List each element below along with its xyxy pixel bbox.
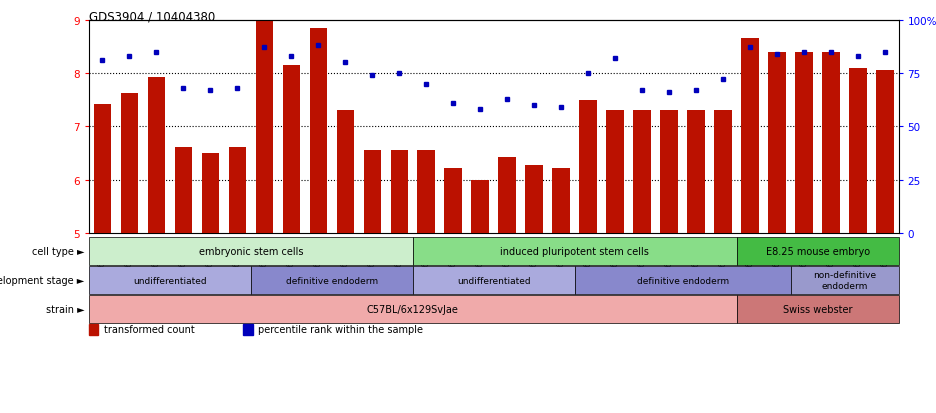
Bar [201,154,219,233]
Text: cell type ►: cell type ► [32,247,84,256]
Bar [687,111,705,233]
Bar [607,111,624,233]
Bar [310,28,327,233]
Text: strain ►: strain ► [46,304,84,314]
Bar [256,21,273,233]
Text: GDS3904 / 10404380: GDS3904 / 10404380 [89,10,215,23]
Text: C57BL/6x129SvJae: C57BL/6x129SvJae [367,304,459,314]
Bar [148,78,165,233]
Bar [714,111,732,233]
Bar [121,94,139,233]
Text: Swiss webster: Swiss webster [782,304,853,314]
Bar [499,158,516,233]
Bar [472,180,489,233]
Bar [363,151,381,233]
Bar [445,169,462,233]
Bar [823,52,840,233]
Text: non-definitive
endoderm: non-definitive endoderm [813,271,876,290]
Text: undifferentiated: undifferentiated [457,276,531,285]
Bar [768,52,786,233]
Text: induced pluripotent stem cells: induced pluripotent stem cells [500,247,650,256]
Bar [94,104,111,233]
Text: development stage ►: development stage ► [0,275,84,285]
Bar [417,151,435,233]
Bar [876,71,894,233]
Bar [525,166,543,233]
Bar [849,69,867,233]
Text: embryonic stem cells: embryonic stem cells [198,247,303,256]
Text: undifferentiated: undifferentiated [133,276,207,285]
Bar [741,39,759,233]
Bar [634,111,651,233]
Bar [283,66,300,233]
Text: percentile rank within the sample: percentile rank within the sample [258,325,423,335]
Text: definitive endoderm: definitive endoderm [285,276,378,285]
Bar [552,169,570,233]
Bar [228,147,246,233]
Text: transformed count: transformed count [104,325,195,335]
Bar [796,52,812,233]
Bar [579,100,597,233]
Bar [661,111,678,233]
Bar [337,111,354,233]
Text: definitive endoderm: definitive endoderm [636,276,729,285]
Bar [390,151,408,233]
Bar [175,147,192,233]
Text: E8.25 mouse embryo: E8.25 mouse embryo [766,247,870,256]
